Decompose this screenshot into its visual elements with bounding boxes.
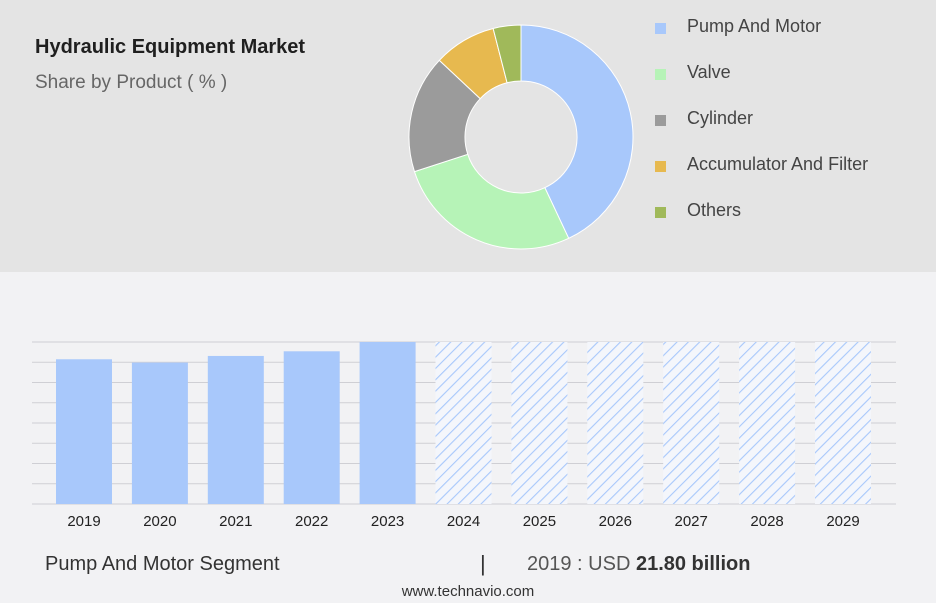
donut-slice-valve bbox=[413, 153, 570, 250]
legend-label-others: Others bbox=[687, 200, 742, 220]
footer-separator: | bbox=[480, 551, 486, 576]
donut-slice-others bbox=[492, 24, 522, 84]
bar-2019 bbox=[56, 359, 112, 504]
x-tick-label-2028: 2028 bbox=[750, 513, 783, 530]
bar-chart: 2019 2020 2021 2022 2023 2024 2025 2026 2027 2028… bbox=[32, 341, 896, 530]
header-panel: Hydraulic Equipment Market Share by Prod… bbox=[0, 0, 936, 272]
legend-item-valve: Valve bbox=[652, 60, 932, 106]
footer-year-prefix: 2019 : USD bbox=[527, 553, 631, 575]
bar-2020 bbox=[131, 362, 188, 504]
legend-swatch-pump-and-motor bbox=[655, 23, 666, 34]
legend-swatch-cylinder bbox=[655, 115, 666, 126]
legend-item-others: Others bbox=[652, 198, 932, 244]
x-tick-label-2023: 2023 bbox=[371, 513, 404, 530]
footer-value-amount: 21.80 billion bbox=[635, 553, 751, 575]
x-tick-label-2025: 2025 bbox=[523, 513, 556, 530]
bar-2029 bbox=[815, 342, 871, 504]
x-tick-label-2027: 2027 bbox=[675, 513, 708, 530]
bar-2028 bbox=[739, 342, 796, 504]
legend-item-pump-and-motor: Pump And Motor bbox=[652, 14, 932, 60]
legend-swatch-accumulator-and-filter bbox=[655, 161, 666, 172]
footer-segment-label: Pump And Motor Segment bbox=[45, 553, 280, 575]
legend-label-accumulator-and-filter: Accumulator And Filter bbox=[687, 154, 869, 174]
watermark: www.technavio.com bbox=[401, 583, 535, 600]
chart-subtitle: Share by Product ( % ) bbox=[35, 72, 228, 93]
legend-swatch-others bbox=[655, 207, 666, 218]
bar-2021 bbox=[207, 355, 264, 504]
legend-label-pump-and-motor: Pump And Motor bbox=[687, 16, 822, 36]
legend: Pump And Motor Valve Cylinder Accumulator A… bbox=[652, 14, 932, 244]
x-tick-label-2020: 2020 bbox=[143, 513, 176, 530]
legend-label-valve: Valve bbox=[687, 62, 731, 82]
footer-value: 2019 : USD 21.80 billion bbox=[527, 553, 750, 576]
bar-2027 bbox=[663, 342, 720, 504]
bar-2025 bbox=[511, 342, 568, 504]
donut-slice-pump-and-motor bbox=[520, 24, 634, 240]
x-tick-label-2029: 2029 bbox=[826, 513, 859, 530]
bar-2023 bbox=[359, 342, 416, 504]
chart-title: Hydraulic Equipment Market bbox=[35, 36, 306, 58]
x-tick-label-2021: 2021 bbox=[219, 513, 252, 530]
x-tick-label-2022: 2022 bbox=[295, 513, 328, 530]
legend-swatch-valve bbox=[655, 69, 666, 80]
legend-item-accumulator-and-filter: Accumulator And Filter bbox=[652, 152, 932, 198]
legend-item-cylinder: Cylinder bbox=[652, 106, 932, 152]
x-tick-label-2024: 2024 bbox=[447, 513, 480, 530]
bar-2026 bbox=[587, 342, 644, 504]
legend-label-cylinder: Cylinder bbox=[687, 108, 754, 128]
bar-2024 bbox=[435, 342, 492, 504]
donut-chart bbox=[408, 24, 634, 250]
x-tick-label-2019: 2019 bbox=[67, 513, 100, 530]
bar-2022 bbox=[283, 351, 340, 504]
x-tick-label-2026: 2026 bbox=[599, 513, 632, 530]
